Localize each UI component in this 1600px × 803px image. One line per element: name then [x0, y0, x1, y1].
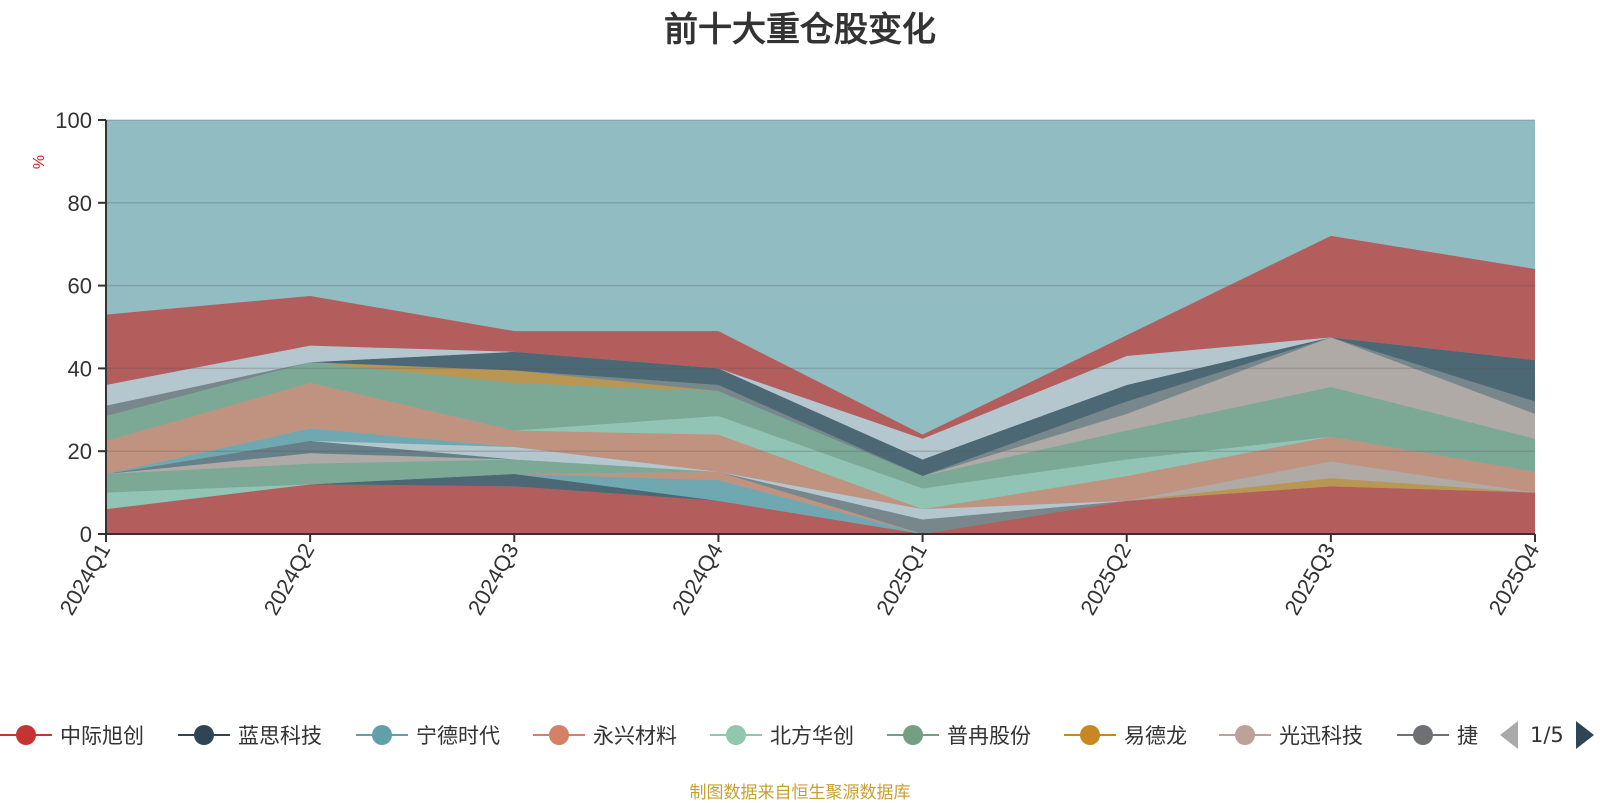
area-series-20[interactable]	[106, 235, 1535, 439]
legend-item-8[interactable]: 捷	[1397, 718, 1489, 752]
legend-pager: 1/5	[1500, 718, 1594, 752]
area-series-13[interactable]	[106, 382, 1535, 510]
x-tick-label-7: 2025Q4	[1484, 539, 1545, 619]
area-series-18[interactable]	[106, 337, 1535, 477]
legend-item-3[interactable]: 永兴材料	[533, 718, 677, 752]
y-tick-label-4: 80	[68, 191, 92, 216]
area-series-5[interactable]	[106, 459, 1535, 534]
legend-prev-button[interactable]	[1500, 721, 1518, 749]
legend-marker-icon	[178, 725, 230, 745]
legend-page-indicator: 1/5	[1530, 723, 1564, 747]
y-tick-label-3: 60	[68, 274, 92, 299]
legend-label: 捷	[1457, 724, 1478, 748]
legend-label: 易德龙	[1124, 724, 1187, 748]
legend-next-button[interactable]	[1575, 721, 1594, 749]
y-tick-label-5: 100	[55, 108, 92, 133]
legend-marker-icon	[1397, 725, 1449, 745]
gridlines	[106, 119, 1535, 452]
chart-title: 前十大重仓股变化	[664, 10, 936, 50]
legend-label: 宁德时代	[416, 724, 500, 748]
legend-marker-icon	[1219, 725, 1271, 745]
x-tick-label-6: 2025Q3	[1279, 539, 1340, 619]
legend-label: 光迅科技	[1279, 724, 1363, 748]
legend-label: 中际旭创	[60, 724, 144, 748]
x-tick-label-0: 2024Q1	[55, 539, 116, 619]
legend-marker-icon	[533, 725, 585, 745]
area-series-3[interactable]	[106, 471, 1535, 534]
legend: 中际旭创 蓝思科技 宁德时代 永兴材料 北方华创 普冉股份 易德龙 光迅科技 捷	[0, 718, 1600, 752]
legend-item-5[interactable]: 普冉股份	[887, 718, 1031, 752]
legend-marker-icon	[887, 725, 939, 745]
y-tick-label-2: 40	[68, 356, 92, 381]
y-tick-label-0: 0	[80, 522, 92, 547]
area-series-12[interactable]	[106, 382, 1535, 510]
y-axis-label: %	[31, 155, 48, 169]
legend-marker-icon	[710, 725, 762, 745]
legend-item-7[interactable]: 光迅科技	[1219, 718, 1363, 752]
x-tick-label-4: 2025Q1	[871, 539, 932, 619]
legend-item-2[interactable]: 宁德时代	[356, 718, 500, 752]
legend-item-6[interactable]: 易德龙	[1064, 718, 1187, 752]
legend-marker-icon	[356, 725, 408, 745]
legend-item-0[interactable]: 中际旭创	[0, 718, 144, 752]
area-series-0[interactable]	[106, 484, 1535, 534]
x-tick-label-1: 2024Q2	[259, 539, 320, 619]
legend-label: 永兴材料	[593, 724, 677, 748]
area-series-7[interactable]	[106, 453, 1535, 534]
data-source-note: 制图数据来自恒生聚源数据库	[689, 783, 911, 803]
legend-label: 北方华创	[770, 724, 854, 748]
x-tick-label-2: 2024Q3	[463, 539, 524, 619]
legend-label: 蓝思科技	[238, 724, 322, 748]
legend-marker-icon	[0, 725, 52, 745]
area-series-14[interactable]	[106, 362, 1535, 489]
legend-item-1[interactable]: 蓝思科技	[178, 718, 322, 752]
legend-item-4[interactable]: 北方华创	[710, 718, 854, 752]
area-series-19[interactable]	[106, 337, 1535, 460]
x-tick-label-3: 2024Q4	[667, 539, 728, 619]
x-tick-label-5: 2025Q2	[1075, 539, 1136, 619]
legend-marker-icon	[1064, 725, 1116, 745]
legend-label: 普冉股份	[947, 724, 1031, 748]
area-series-group	[106, 235, 1535, 534]
y-tick-label-1: 20	[68, 439, 92, 464]
